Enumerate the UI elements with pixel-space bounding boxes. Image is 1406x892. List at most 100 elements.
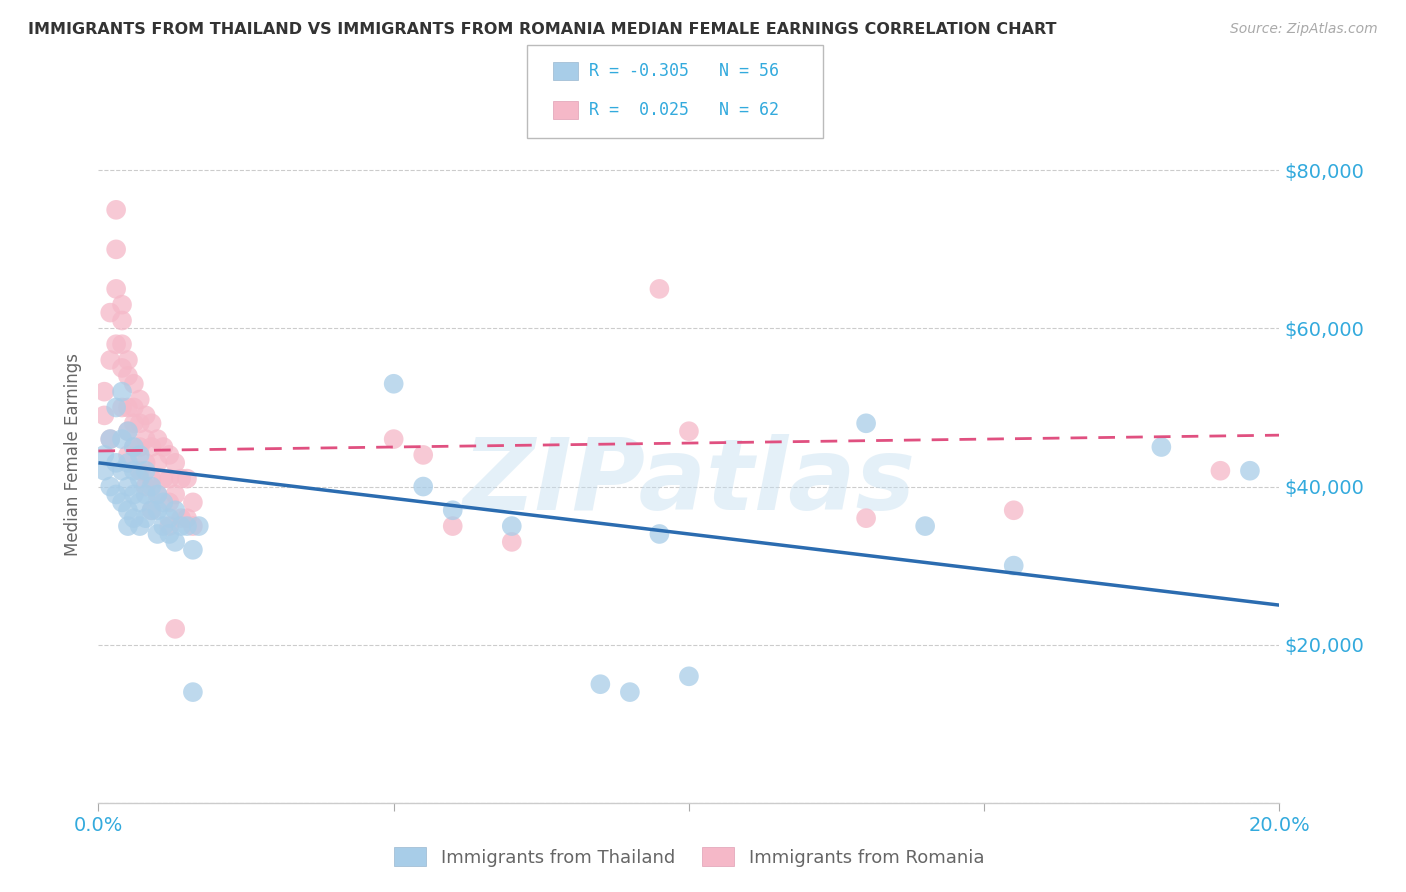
Point: [111, 401, 134, 415]
Point: [146, 503, 169, 517]
Point: [176, 511, 198, 525]
Point: [678, 669, 700, 683]
Point: [855, 417, 877, 431]
Point: [111, 298, 134, 312]
Point: [122, 511, 145, 525]
Point: [105, 456, 128, 470]
Point: [170, 472, 193, 486]
Point: [382, 432, 405, 446]
Point: [111, 384, 134, 399]
Point: [111, 432, 134, 446]
Point: [181, 519, 204, 533]
Point: [157, 519, 180, 533]
Point: [176, 519, 198, 533]
Point: [165, 487, 187, 501]
Point: [441, 519, 464, 533]
Point: [181, 542, 204, 557]
Point: [135, 432, 157, 446]
Point: [135, 456, 157, 470]
Point: [105, 282, 128, 296]
Point: [105, 487, 128, 501]
Point: [111, 464, 134, 478]
Text: R = -0.305   N = 56: R = -0.305 N = 56: [589, 62, 779, 80]
Point: [128, 519, 150, 533]
Point: [141, 503, 163, 517]
Point: [128, 392, 150, 407]
Point: [122, 487, 145, 501]
Point: [117, 353, 139, 368]
Point: [678, 424, 700, 438]
Legend: Immigrants from Thailand, Immigrants from Romania: Immigrants from Thailand, Immigrants fro…: [387, 840, 991, 874]
Point: [128, 448, 150, 462]
Point: [1002, 558, 1025, 573]
Point: [128, 495, 150, 509]
Point: [117, 448, 139, 462]
Point: [117, 456, 139, 470]
Point: [141, 503, 163, 517]
Point: [117, 424, 139, 438]
Point: [1150, 440, 1173, 454]
Point: [141, 479, 163, 493]
Point: [501, 534, 523, 549]
Point: [135, 409, 157, 423]
Y-axis label: Median Female Earnings: Median Female Earnings: [65, 353, 83, 557]
Point: [105, 337, 128, 351]
Point: [122, 440, 145, 454]
Point: [501, 519, 523, 533]
Point: [146, 487, 169, 501]
Point: [117, 368, 139, 383]
Point: [176, 472, 198, 486]
Point: [170, 519, 193, 533]
Point: [117, 519, 139, 533]
Point: [117, 424, 139, 438]
Point: [117, 479, 139, 493]
Point: [648, 527, 671, 541]
Point: [141, 440, 163, 454]
Point: [98, 353, 121, 368]
Point: [128, 464, 150, 478]
Point: [441, 503, 464, 517]
Point: [382, 376, 405, 391]
Point: [128, 417, 150, 431]
Point: [105, 243, 128, 257]
Point: [117, 503, 139, 517]
Point: [93, 409, 115, 423]
Point: [152, 519, 174, 533]
Point: [122, 417, 145, 431]
Point: [412, 479, 434, 493]
Point: [135, 479, 157, 493]
Point: [146, 487, 169, 501]
Point: [412, 448, 434, 462]
Point: [146, 432, 169, 446]
Text: IMMIGRANTS FROM THAILAND VS IMMIGRANTS FROM ROMANIA MEDIAN FEMALE EARNINGS CORRE: IMMIGRANTS FROM THAILAND VS IMMIGRANTS F…: [28, 22, 1057, 37]
Point: [146, 527, 169, 541]
Point: [98, 432, 121, 446]
Point: [187, 519, 209, 533]
Point: [157, 495, 180, 509]
Point: [111, 495, 134, 509]
Point: [855, 511, 877, 525]
Point: [141, 417, 163, 431]
Point: [181, 495, 204, 509]
Point: [146, 456, 169, 470]
Point: [111, 361, 134, 376]
Point: [93, 464, 115, 478]
Point: [93, 384, 115, 399]
Point: [141, 472, 163, 486]
Point: [1002, 503, 1025, 517]
Point: [117, 401, 139, 415]
Point: [105, 401, 128, 415]
Text: ZIPatlas: ZIPatlas: [463, 434, 915, 532]
Point: [128, 440, 150, 454]
Point: [157, 511, 180, 525]
Point: [135, 511, 157, 525]
Point: [135, 487, 157, 501]
Point: [105, 202, 128, 217]
Point: [122, 401, 145, 415]
Point: [181, 685, 204, 699]
Point: [165, 456, 187, 470]
Point: [1239, 464, 1261, 478]
Point: [135, 464, 157, 478]
Point: [170, 511, 193, 525]
Point: [122, 464, 145, 478]
